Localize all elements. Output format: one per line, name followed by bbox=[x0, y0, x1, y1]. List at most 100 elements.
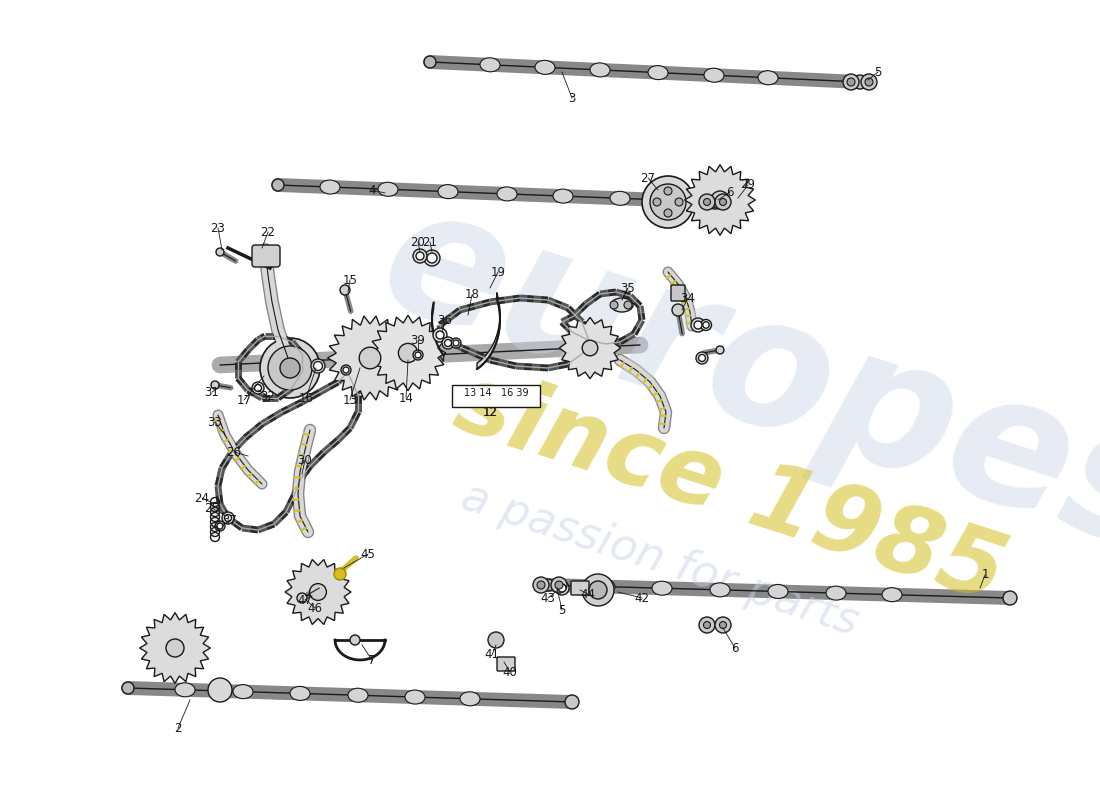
Circle shape bbox=[642, 176, 694, 228]
Ellipse shape bbox=[348, 688, 369, 702]
Circle shape bbox=[222, 512, 234, 524]
Ellipse shape bbox=[648, 66, 668, 80]
Text: 37: 37 bbox=[222, 514, 238, 526]
Text: 24: 24 bbox=[195, 491, 209, 505]
Circle shape bbox=[708, 195, 722, 209]
Text: 18: 18 bbox=[464, 289, 480, 302]
Circle shape bbox=[297, 593, 307, 603]
Circle shape bbox=[716, 346, 724, 354]
Circle shape bbox=[551, 577, 566, 593]
Ellipse shape bbox=[320, 180, 340, 194]
FancyBboxPatch shape bbox=[252, 245, 280, 267]
Circle shape bbox=[436, 331, 444, 339]
Ellipse shape bbox=[704, 68, 724, 82]
Text: 13: 13 bbox=[342, 394, 358, 406]
Text: 15: 15 bbox=[342, 274, 358, 286]
Circle shape bbox=[360, 347, 381, 369]
Text: 39: 39 bbox=[410, 334, 426, 346]
Circle shape bbox=[427, 253, 437, 263]
Circle shape bbox=[260, 338, 320, 398]
Text: 23: 23 bbox=[210, 222, 225, 234]
Circle shape bbox=[268, 346, 312, 390]
Ellipse shape bbox=[290, 686, 310, 701]
Circle shape bbox=[624, 301, 632, 309]
Ellipse shape bbox=[590, 63, 610, 77]
Text: 17: 17 bbox=[236, 394, 252, 406]
Circle shape bbox=[711, 191, 729, 209]
Circle shape bbox=[582, 574, 614, 606]
Circle shape bbox=[698, 354, 705, 362]
Text: 6: 6 bbox=[732, 642, 739, 654]
Text: 43: 43 bbox=[540, 591, 556, 605]
Circle shape bbox=[415, 352, 421, 358]
FancyBboxPatch shape bbox=[452, 385, 540, 407]
Circle shape bbox=[252, 382, 264, 394]
Text: 2: 2 bbox=[174, 722, 182, 734]
Circle shape bbox=[309, 584, 327, 600]
Circle shape bbox=[696, 352, 708, 364]
Circle shape bbox=[664, 187, 672, 195]
Circle shape bbox=[122, 682, 134, 694]
Circle shape bbox=[672, 304, 684, 316]
Circle shape bbox=[715, 194, 732, 210]
Text: 32: 32 bbox=[261, 390, 275, 402]
Ellipse shape bbox=[378, 182, 398, 196]
Circle shape bbox=[582, 340, 597, 356]
Circle shape bbox=[565, 695, 579, 709]
FancyBboxPatch shape bbox=[571, 581, 588, 595]
Circle shape bbox=[556, 581, 569, 595]
Circle shape bbox=[208, 678, 232, 702]
Circle shape bbox=[852, 75, 867, 89]
Circle shape bbox=[416, 252, 424, 260]
Text: 3: 3 bbox=[569, 91, 575, 105]
Circle shape bbox=[214, 521, 225, 531]
Ellipse shape bbox=[405, 690, 425, 704]
Circle shape bbox=[217, 523, 223, 529]
Text: europes: europes bbox=[362, 169, 1100, 591]
Text: 19: 19 bbox=[491, 266, 506, 278]
Circle shape bbox=[412, 249, 427, 263]
Ellipse shape bbox=[595, 580, 615, 594]
Circle shape bbox=[704, 198, 711, 206]
Circle shape bbox=[398, 343, 418, 362]
Circle shape bbox=[675, 198, 683, 206]
Ellipse shape bbox=[460, 692, 480, 706]
Circle shape bbox=[694, 321, 702, 329]
Text: 31: 31 bbox=[205, 386, 219, 398]
Text: a passion for parts: a passion for parts bbox=[456, 475, 864, 645]
Text: 26: 26 bbox=[227, 446, 242, 458]
Ellipse shape bbox=[610, 298, 632, 312]
Polygon shape bbox=[559, 318, 620, 378]
Circle shape bbox=[453, 340, 459, 346]
Text: 5: 5 bbox=[559, 603, 565, 617]
Ellipse shape bbox=[652, 582, 672, 595]
Ellipse shape bbox=[535, 60, 556, 74]
Text: 41: 41 bbox=[484, 649, 499, 662]
Polygon shape bbox=[371, 315, 446, 390]
Text: 22: 22 bbox=[261, 226, 275, 238]
Ellipse shape bbox=[438, 185, 458, 198]
Text: 21: 21 bbox=[422, 235, 438, 249]
Circle shape bbox=[534, 577, 549, 593]
Text: 35: 35 bbox=[620, 282, 636, 294]
Ellipse shape bbox=[610, 191, 630, 206]
FancyBboxPatch shape bbox=[497, 657, 515, 671]
Ellipse shape bbox=[826, 586, 846, 600]
Text: 7: 7 bbox=[368, 654, 376, 666]
Circle shape bbox=[442, 337, 454, 349]
Ellipse shape bbox=[710, 583, 730, 597]
Text: 44: 44 bbox=[581, 587, 595, 601]
Circle shape bbox=[1003, 591, 1018, 605]
FancyBboxPatch shape bbox=[671, 285, 685, 301]
Circle shape bbox=[314, 362, 322, 370]
Circle shape bbox=[254, 385, 262, 391]
Polygon shape bbox=[285, 559, 351, 625]
Text: 27: 27 bbox=[640, 171, 656, 185]
Circle shape bbox=[664, 209, 672, 217]
Polygon shape bbox=[477, 293, 500, 369]
Circle shape bbox=[698, 617, 715, 633]
Ellipse shape bbox=[882, 588, 902, 602]
Text: 6: 6 bbox=[726, 186, 734, 198]
Circle shape bbox=[847, 78, 855, 86]
Circle shape bbox=[701, 319, 712, 330]
